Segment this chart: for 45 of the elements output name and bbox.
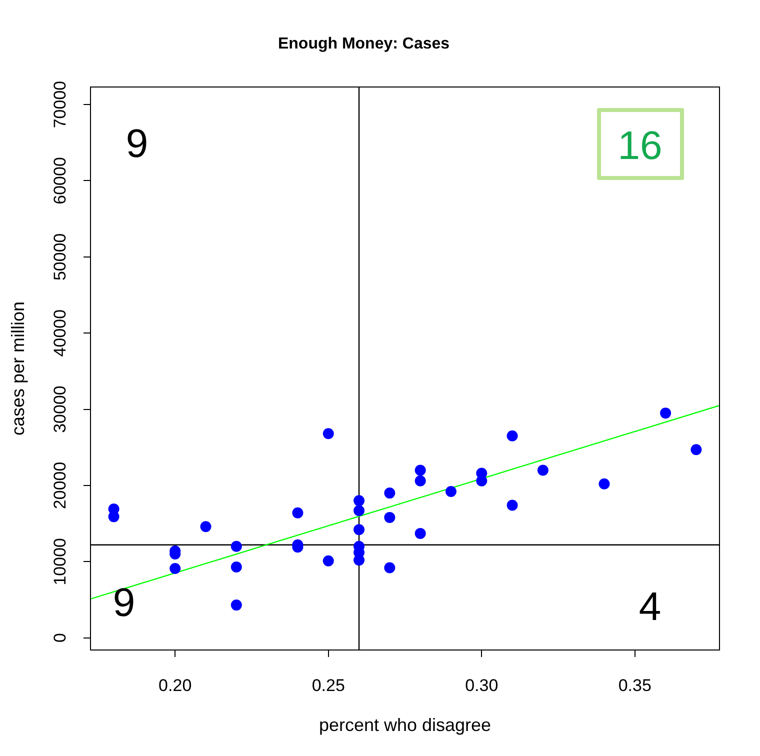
point [230, 540, 242, 552]
point [660, 408, 672, 419]
x-tick-label: 0.35 [618, 676, 652, 695]
point [414, 475, 426, 486]
x-tick-label: 0.25 [312, 676, 345, 695]
point [200, 521, 212, 532]
y-tick-label: 30000 [50, 386, 70, 433]
point [354, 554, 365, 566]
y-axis-title: cases per million [8, 301, 28, 436]
annotation: 9 [112, 581, 136, 626]
point [354, 505, 365, 516]
point [445, 486, 456, 498]
point [322, 428, 334, 440]
point [506, 430, 518, 442]
point [170, 562, 181, 574]
annotation: 4 [638, 585, 662, 630]
point [322, 555, 334, 566]
point [354, 495, 365, 506]
x-tick-label: 0.20 [158, 676, 192, 695]
point [384, 488, 396, 499]
x-axis-title: percent who disagree [318, 715, 492, 736]
y-tick-label: 50000 [50, 233, 70, 281]
y-tick-label: 20000 [50, 462, 70, 510]
point [690, 444, 702, 456]
point [414, 528, 426, 539]
point [108, 511, 120, 522]
point [537, 464, 548, 476]
chart-title: Enough Money: Cases [278, 35, 450, 52]
point [230, 600, 242, 611]
y-tick-label: 40000 [50, 309, 70, 357]
point [506, 500, 518, 511]
point [598, 478, 610, 490]
annotation: 9 [126, 122, 148, 166]
y-tick-label: 0 [50, 633, 70, 643]
y-tick-label: 10000 [50, 538, 70, 586]
point [354, 524, 365, 536]
y-tick-label: 60000 [50, 157, 70, 204]
y-tick-label: 70000 [50, 80, 70, 128]
point [414, 464, 426, 476]
point [384, 562, 396, 574]
point [292, 507, 304, 518]
x-tick-label: 0.30 [465, 676, 498, 695]
point [384, 512, 396, 523]
point [230, 561, 242, 572]
annotation: 16 [618, 124, 662, 168]
